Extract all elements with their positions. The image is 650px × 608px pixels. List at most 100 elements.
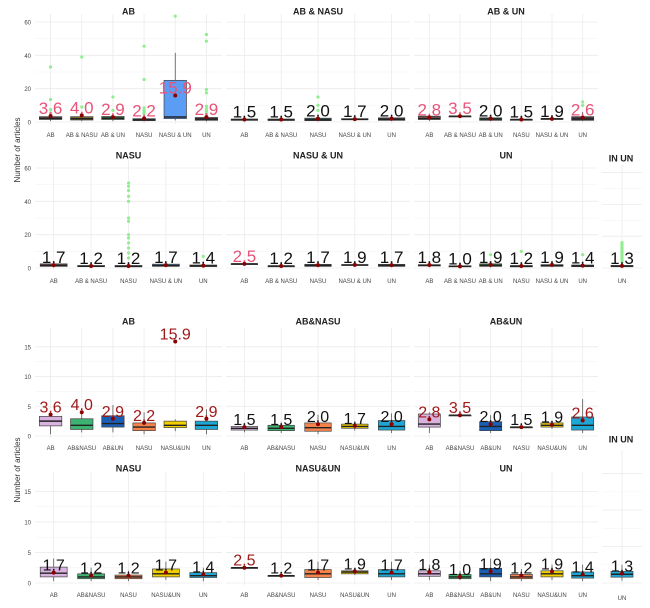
- mean-point: [110, 416, 115, 421]
- mean-point: [142, 420, 147, 425]
- box-un: 2.6 UN: [571, 328, 595, 452]
- mean-point: [242, 261, 247, 266]
- mean-point: [79, 113, 84, 118]
- mean-label: 1.5: [233, 103, 257, 122]
- outlier-point: [126, 188, 131, 193]
- mean-label: 1.7: [343, 102, 367, 121]
- box-nasu: 1.2 NASU: [509, 472, 533, 599]
- mean-label: 1.9: [480, 556, 502, 573]
- box-nasu-un: 1.9 NASU & UN: [536, 160, 569, 285]
- mean-label: 3.5: [449, 400, 471, 417]
- box-ab-nasu: 1.5 AB&NASU: [267, 328, 296, 452]
- chart-half-1: Number of articles AB 0 5 10 15 3.6 AB 4.0 AB&NAS…: [13, 316, 642, 602]
- mean-label: 2.9: [195, 404, 217, 421]
- mean-label: 2.9: [101, 100, 125, 119]
- panel-title: NASU: [116, 463, 142, 473]
- mean-label: 1.9: [541, 556, 563, 573]
- x-tick-label: UN: [578, 279, 587, 285]
- box-nasu: 1.5 NASU: [509, 328, 533, 452]
- panel-un: UN 1.8 AB 1.0 AB&NASU 1.9 AB&UN 1.2 NASU 1.9 NASU&…: [414, 463, 598, 599]
- mean-label: 1.3: [611, 559, 633, 576]
- mean-point: [458, 413, 462, 418]
- mean-point: [279, 117, 284, 122]
- mean-label: 1.2: [117, 561, 139, 578]
- box-un: 2.6 UN: [571, 14, 594, 139]
- panel-ab-un: AB&UN 2.8 AB 3.5 AB&NASU 2.0 AB&UN 1.5 NASU 1.9 NA…: [414, 316, 598, 452]
- box-nasu: 1.7 NASU: [304, 472, 332, 599]
- mean-label: 1.2: [80, 561, 102, 578]
- box-ab-un: 2.0 AB & UN: [479, 14, 503, 139]
- panel-in-un: IN UN 1.3 UN: [602, 153, 642, 285]
- mean-point: [173, 339, 178, 344]
- mean-label: 1.7: [43, 558, 65, 575]
- box-nasu: 2.2 NASU: [132, 328, 156, 452]
- box-un: 1.7 UN: [378, 472, 406, 599]
- outlier-point: [126, 233, 131, 237]
- y-tick-label: 40: [24, 54, 31, 60]
- mean-label: 1.2: [117, 249, 141, 268]
- x-tick-label: NASU: [310, 133, 327, 139]
- mean-label: 1.5: [510, 103, 534, 122]
- box-ab-un: 1.9 AB & UN: [479, 160, 503, 285]
- outlier-point: [204, 91, 209, 95]
- outlier-point: [204, 39, 209, 43]
- panel-nasu-un: NASU&UN2.5AB1.2AB&NASU1.7NASU1.9NASU&UN1…: [226, 463, 410, 599]
- mean-point: [427, 417, 432, 422]
- mean-point: [126, 264, 131, 268]
- y-tick-label: 10: [24, 520, 31, 526]
- x-tick-label: AB&NASU: [267, 446, 296, 452]
- mean-point: [163, 570, 168, 575]
- x-tick-label: AB&NASU: [67, 446, 96, 452]
- outlier-point: [581, 253, 585, 257]
- mean-point: [163, 263, 168, 268]
- box-nasu: 2.2 NASU: [132, 14, 156, 139]
- mean-point: [316, 570, 320, 575]
- outlier-point: [126, 256, 131, 260]
- mean-label: 2.9: [102, 404, 124, 421]
- outlier-point: [48, 107, 53, 112]
- y-tick-label: 5: [28, 551, 32, 557]
- box-nasu: 1.2 NASU: [510, 160, 534, 285]
- mean-point: [458, 114, 462, 119]
- mean-point: [279, 264, 284, 268]
- outlier-point: [142, 77, 146, 82]
- mean-label: 15.9: [159, 79, 192, 98]
- outlier-point: [581, 103, 585, 107]
- outlier-point: [201, 254, 205, 258]
- mean-label: 2.0: [380, 409, 402, 426]
- mean-point: [110, 115, 115, 120]
- mean-label: 3.6: [39, 99, 63, 118]
- mean-point: [427, 263, 432, 267]
- x-tick-label: NASU: [136, 133, 153, 139]
- box-ab: 3.6 AB: [39, 14, 63, 139]
- x-tick-label: NASU & UN: [536, 279, 569, 285]
- panel-ab-un: AB & UN 2.8 AB 3.5 AB & NASU 2.0 AB & UN 1.5 NAS…: [414, 6, 598, 139]
- box-nasu: 2.0 NASU: [304, 328, 332, 452]
- outlier-point: [126, 194, 131, 198]
- mean-label: 2.5: [233, 247, 257, 266]
- panel-ab-nasu: AB & NASU 1.5 AB 1.5 AB & NASU 2.0 NASU 1.7 NASU…: [226, 6, 410, 139]
- outlier-point: [80, 105, 84, 109]
- y-tick-label: 60: [24, 167, 31, 173]
- mean-point: [488, 116, 493, 121]
- x-tick-label: AB & UN: [479, 279, 503, 285]
- mean-label: 1.2: [510, 561, 532, 578]
- mean-label: 1.2: [510, 249, 534, 268]
- x-tick-label: AB & NASU: [444, 133, 476, 139]
- outlier-point: [126, 219, 131, 223]
- panel-title: AB: [122, 6, 135, 16]
- x-tick-label: AB&NASU: [446, 593, 475, 599]
- mean-point: [352, 262, 357, 267]
- outlier-point: [111, 108, 115, 112]
- box-iqr: [163, 420, 187, 429]
- mean-label: 1.9: [344, 556, 366, 573]
- x-tick-label: NASU: [513, 279, 530, 285]
- x-tick-label: NASU&UN: [151, 593, 180, 599]
- box-nasu-un: 15.9 NASU&UN: [160, 326, 191, 452]
- panel-title: NASU & UN: [293, 150, 343, 160]
- mean-point: [519, 573, 524, 578]
- mean-label: 2.0: [307, 409, 329, 426]
- x-tick-label: AB: [425, 446, 433, 452]
- x-tick-label: UN: [387, 279, 396, 285]
- panel-un: UN 1.8 AB 1.0 AB & NASU 1.9 AB & UN 1.2 NASU 1.9 N…: [414, 150, 598, 285]
